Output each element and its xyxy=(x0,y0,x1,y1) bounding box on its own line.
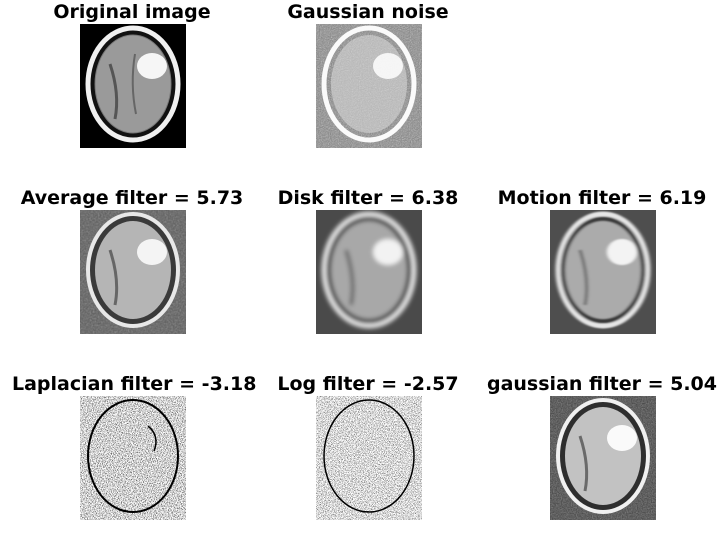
ct-image-original xyxy=(80,24,186,148)
ct-image-log xyxy=(316,396,422,520)
panel-title: gaussian filter = 5.04 xyxy=(486,373,717,395)
ct-image-average xyxy=(80,210,186,334)
panel-title: Log filter = -2.57 xyxy=(277,373,459,395)
panel-title: Disk filter = 6.38 xyxy=(277,187,459,209)
ct-image-disk xyxy=(316,210,422,334)
ct-image-gaussian xyxy=(550,396,656,520)
panel-average-filter: Average filter = 5.73 xyxy=(12,186,252,361)
panel-log-filter: Log filter = -2.57 xyxy=(248,372,488,547)
panel-title: Laplacian filter = -3.18 xyxy=(12,373,257,395)
panel-gaussian-noise: Gaussian noise xyxy=(248,0,488,175)
panel-motion-filter: Motion filter = 6.19 xyxy=(482,186,722,361)
panel-original: Original image xyxy=(12,0,252,175)
panel-disk-filter: Disk filter = 6.38 xyxy=(248,186,488,361)
panel-title: Gaussian noise xyxy=(287,1,449,23)
panel-title: Original image xyxy=(53,1,211,23)
panel-title: Average filter = 5.73 xyxy=(20,187,244,209)
panel-title: Motion filter = 6.19 xyxy=(497,187,707,209)
panel-laplacian-filter: Laplacian filter = -3.18 xyxy=(12,372,257,547)
ct-image-laplacian xyxy=(80,396,186,520)
ct-image-noisy xyxy=(316,24,422,148)
ct-image-motion xyxy=(550,210,656,334)
panel-gaussian-filter: gaussian filter = 5.04 xyxy=(482,372,722,547)
